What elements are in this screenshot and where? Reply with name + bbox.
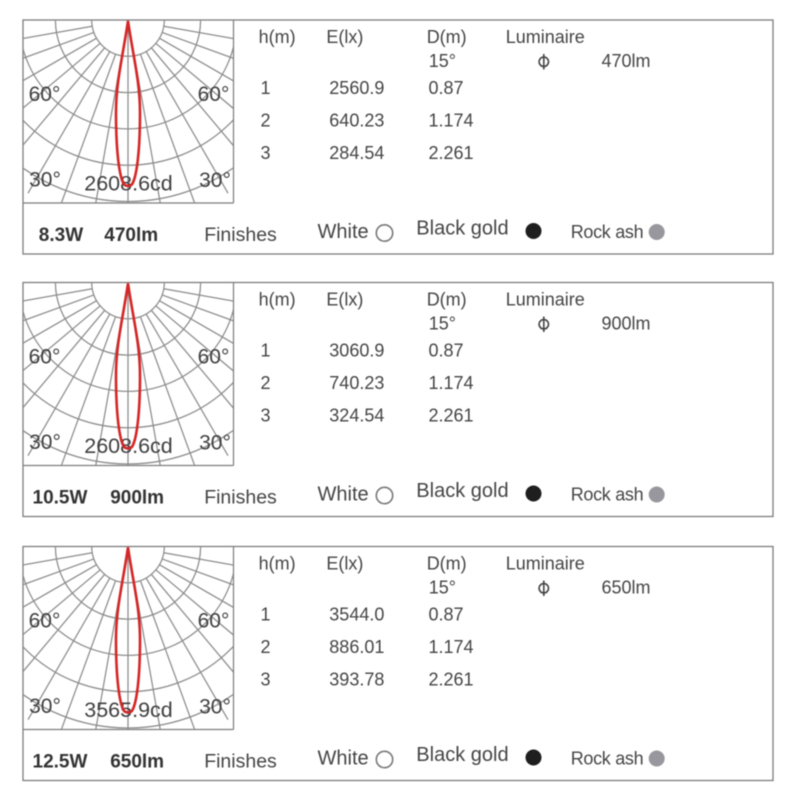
- svg-text:740.23: 740.23: [329, 373, 384, 393]
- svg-text:60°: 60°: [198, 83, 230, 106]
- svg-text:393.78: 393.78: [329, 670, 384, 690]
- svg-text:60°: 60°: [198, 346, 230, 369]
- svg-text:D(m): D(m): [427, 27, 467, 47]
- svg-text:2: 2: [261, 373, 271, 393]
- svg-text:Black gold: Black gold: [416, 744, 508, 766]
- svg-text:900lm: 900lm: [602, 314, 651, 334]
- svg-text:D(m): D(m): [427, 554, 467, 574]
- svg-text:2.261: 2.261: [429, 143, 474, 163]
- svg-text:30°: 30°: [199, 696, 231, 719]
- svg-text:0.87: 0.87: [429, 341, 464, 361]
- svg-text:30°: 30°: [29, 431, 61, 454]
- svg-text:Luminaire: Luminaire: [506, 27, 585, 47]
- svg-text:10.5W: 10.5W: [33, 488, 88, 509]
- svg-text:30°: 30°: [199, 432, 231, 455]
- svg-text:White: White: [318, 484, 369, 506]
- svg-text:1.174: 1.174: [429, 111, 474, 131]
- svg-text:0.87: 0.87: [429, 605, 464, 625]
- svg-text:8.3W: 8.3W: [39, 225, 83, 246]
- svg-text:3: 3: [261, 143, 271, 163]
- svg-text:60°: 60°: [29, 83, 61, 106]
- svg-text:2560.9: 2560.9: [329, 78, 384, 98]
- svg-text:2: 2: [261, 111, 271, 131]
- svg-text:White: White: [318, 221, 369, 243]
- svg-text:h(m): h(m): [259, 27, 296, 47]
- svg-text:E(lx): E(lx): [326, 554, 363, 574]
- svg-text:D(m): D(m): [427, 290, 467, 310]
- svg-text:900lm: 900lm: [110, 488, 164, 509]
- svg-text:2608.6cd: 2608.6cd: [84, 434, 172, 458]
- svg-text:3060.9: 3060.9: [329, 341, 384, 361]
- svg-text:1: 1: [261, 605, 271, 625]
- svg-text:E(lx): E(lx): [326, 27, 363, 47]
- svg-text:1.174: 1.174: [429, 373, 474, 393]
- svg-text:30°: 30°: [29, 695, 61, 718]
- svg-text:2608.6cd: 2608.6cd: [84, 172, 172, 196]
- svg-text:2: 2: [261, 637, 271, 657]
- svg-text:470lm: 470lm: [104, 225, 158, 246]
- svg-text:White: White: [318, 748, 369, 770]
- svg-text:1: 1: [261, 341, 271, 361]
- svg-text:886.01: 886.01: [329, 637, 384, 657]
- svg-text:650lm: 650lm: [602, 578, 651, 598]
- svg-text:3565.9cd: 3565.9cd: [84, 698, 172, 722]
- svg-text:Finishes: Finishes: [204, 751, 277, 773]
- svg-text:324.54: 324.54: [329, 406, 384, 426]
- svg-text:284.54: 284.54: [329, 143, 384, 163]
- svg-text:470lm: 470lm: [602, 51, 651, 71]
- svg-text:2.261: 2.261: [429, 406, 474, 426]
- svg-text:3544.0: 3544.0: [329, 605, 384, 625]
- svg-text:12.5W: 12.5W: [33, 752, 88, 773]
- svg-text:Finishes: Finishes: [204, 224, 277, 246]
- svg-text:Rock ash: Rock ash: [571, 222, 644, 242]
- svg-text:Black gold: Black gold: [416, 218, 508, 240]
- svg-text:60°: 60°: [198, 610, 230, 633]
- svg-text:640.23: 640.23: [329, 111, 384, 131]
- svg-text:E(lx): E(lx): [326, 290, 363, 310]
- svg-text:Black gold: Black gold: [416, 480, 508, 502]
- svg-text:30°: 30°: [29, 169, 61, 192]
- svg-text:Finishes: Finishes: [204, 487, 277, 509]
- svg-text:60°: 60°: [29, 610, 61, 633]
- svg-text:30°: 30°: [199, 169, 231, 192]
- svg-text:1: 1: [261, 78, 271, 98]
- svg-text:15°: 15°: [429, 578, 456, 598]
- svg-text:60°: 60°: [29, 346, 61, 369]
- svg-text:3: 3: [261, 670, 271, 690]
- svg-text:650lm: 650lm: [110, 752, 164, 773]
- svg-text:1.174: 1.174: [429, 637, 474, 657]
- svg-text:15°: 15°: [429, 51, 456, 71]
- svg-text:h(m): h(m): [259, 290, 296, 310]
- svg-text:2.261: 2.261: [429, 670, 474, 690]
- svg-text:h(m): h(m): [259, 554, 296, 574]
- svg-text:Luminaire: Luminaire: [506, 290, 585, 310]
- svg-text:Luminaire: Luminaire: [506, 554, 585, 574]
- svg-text:15°: 15°: [429, 314, 456, 334]
- svg-text:0.87: 0.87: [429, 78, 464, 98]
- svg-text:3: 3: [261, 406, 271, 426]
- svg-text:Rock ash: Rock ash: [571, 485, 644, 505]
- svg-text:Rock ash: Rock ash: [571, 749, 644, 769]
